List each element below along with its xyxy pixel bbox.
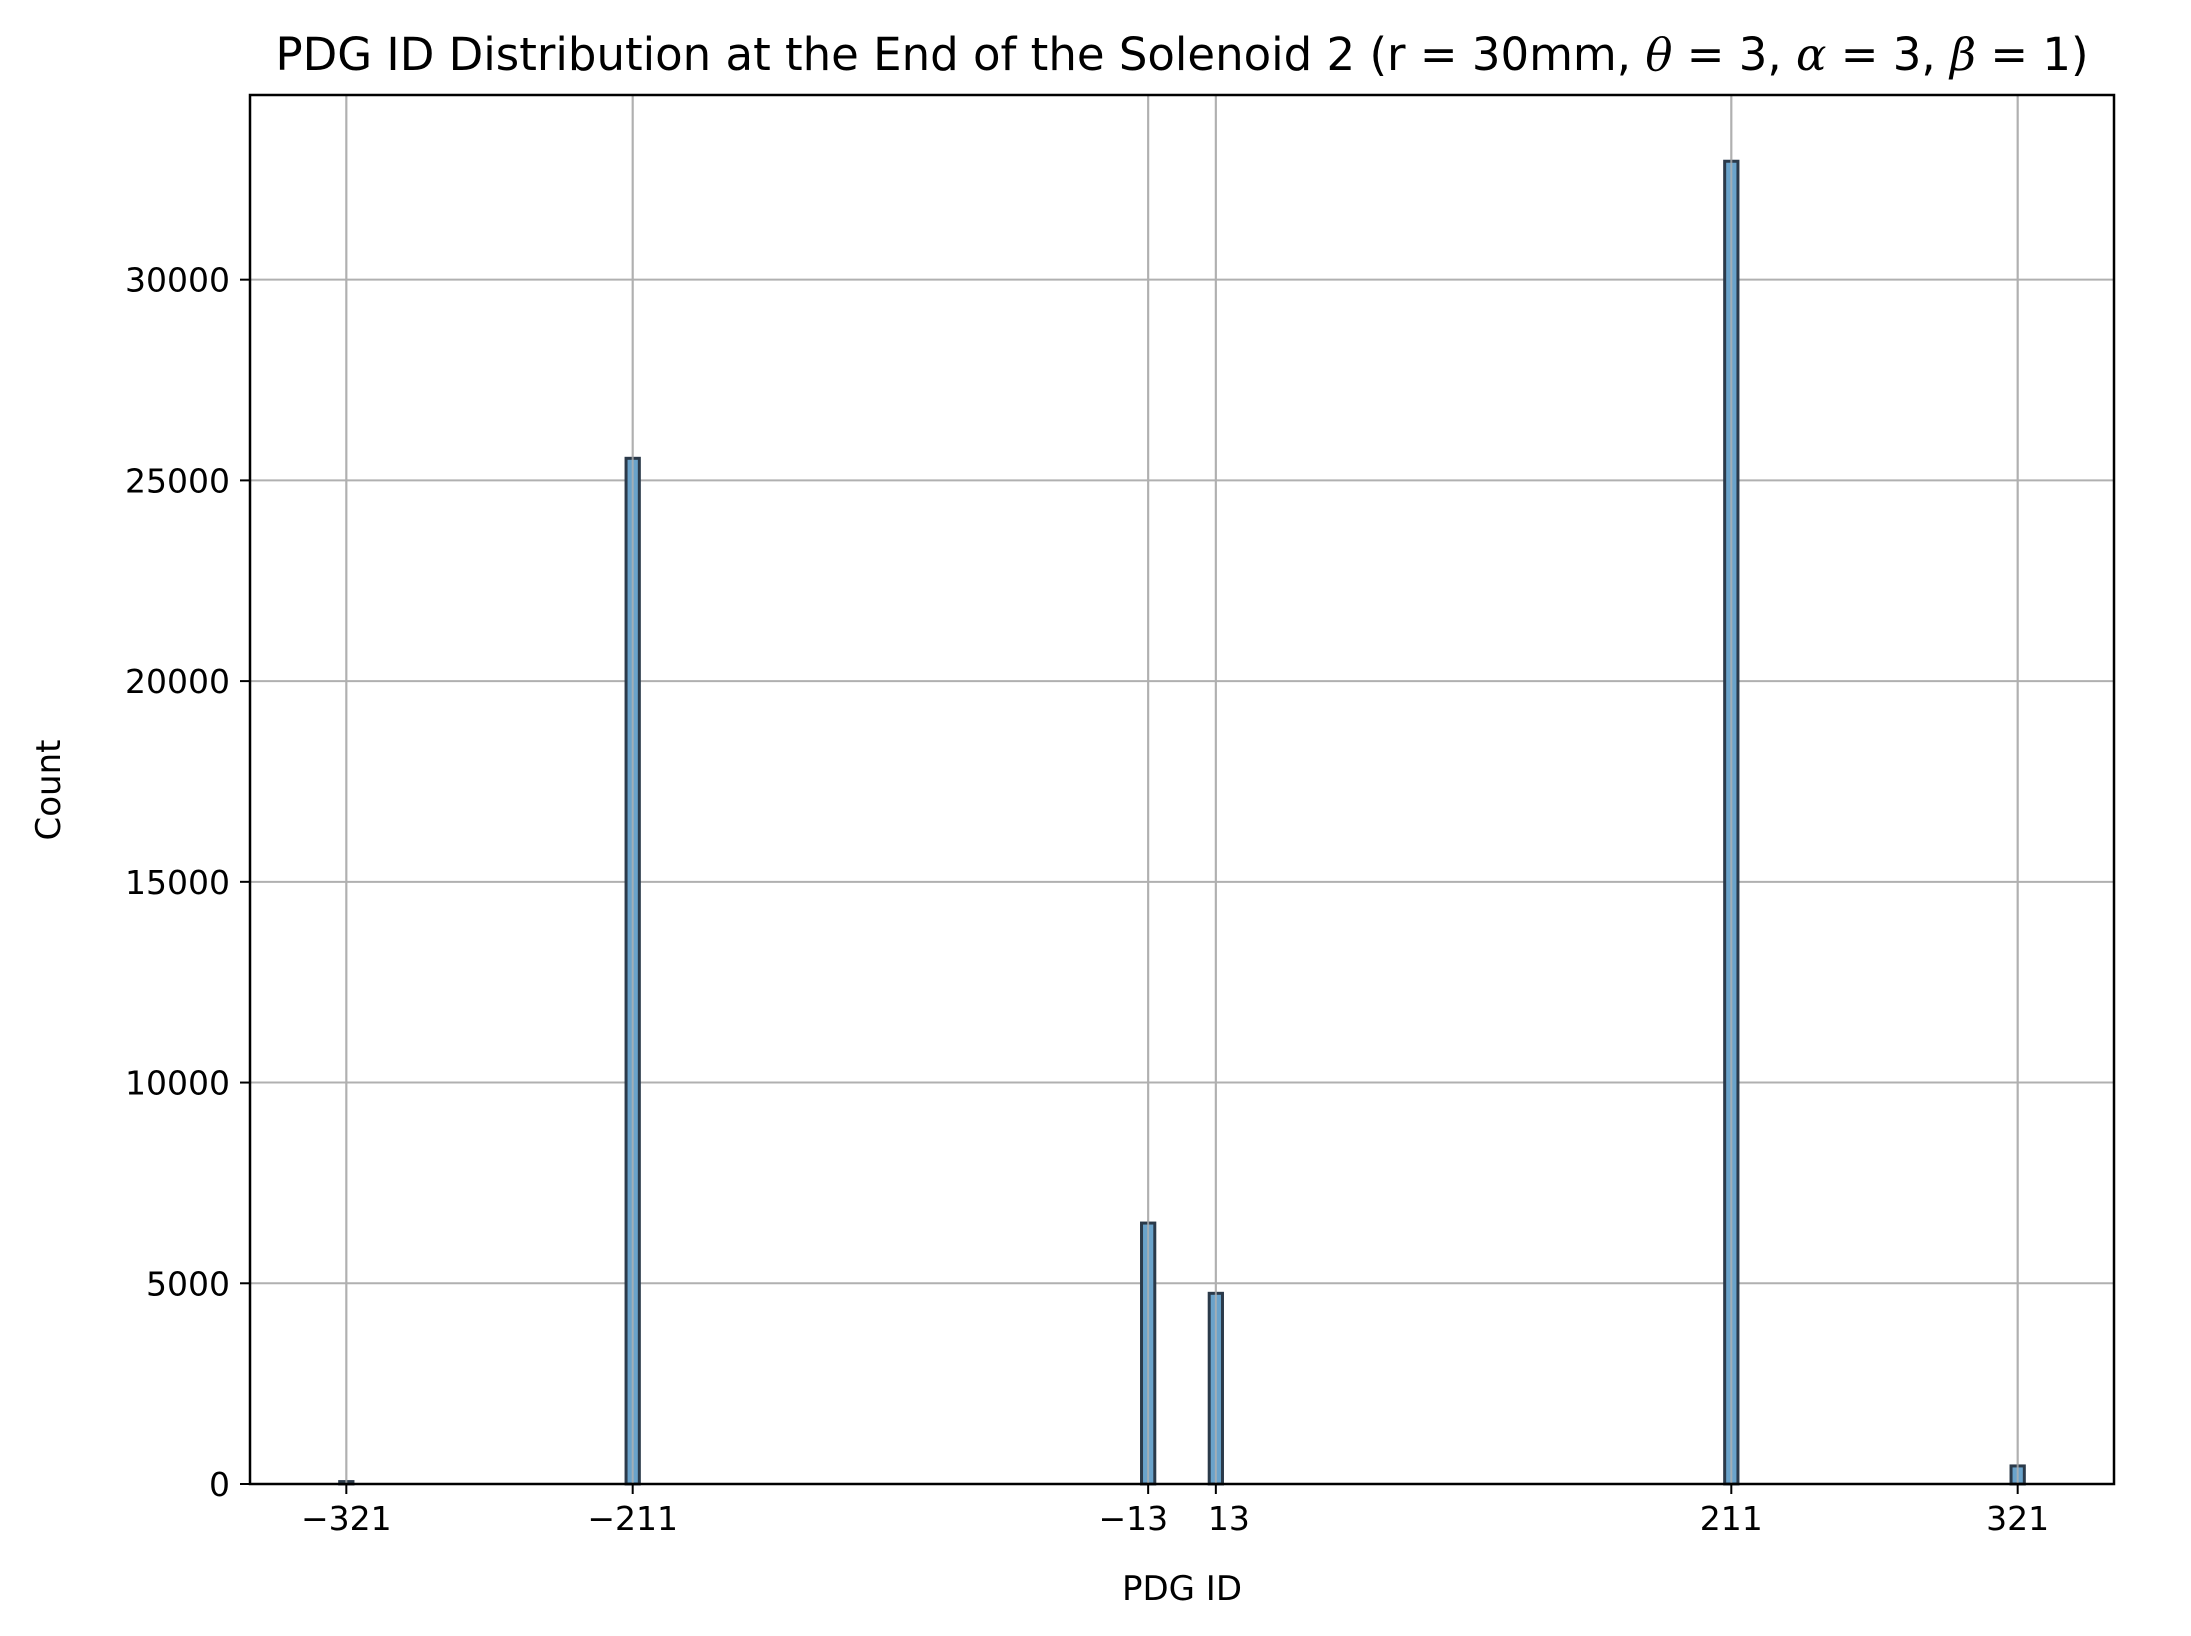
y-tick-label-0: 0 [209, 1465, 230, 1504]
chart-title: PDG ID Distribution at the End of the So… [275, 28, 2088, 81]
plot-frame [248, 93, 2116, 1486]
x-tick-label-4: 211 [1700, 1499, 1763, 1538]
bar-layer [338, 95, 2026, 1486]
y-tick-label-3: 15000 [125, 863, 230, 902]
y-tick-label-2: 10000 [125, 1064, 230, 1103]
y-tick-label-1: 5000 [146, 1264, 230, 1303]
tick-layer: 0 5000 10000 15000 20000 25000 30000 −321 −211 −1… [125, 261, 2049, 1538]
x-tick-label-1: −211 [587, 1499, 678, 1538]
x-tick-label-3: 13 [1208, 1499, 1250, 1538]
x-axis-label: PDG ID [1122, 1569, 1242, 1609]
x-tick-label-2: −13 [1099, 1499, 1169, 1538]
x-tick-label-5: 321 [1986, 1499, 2049, 1538]
x-tick-label-0: −321 [301, 1499, 392, 1538]
y-tick-label-5: 25000 [125, 461, 230, 500]
y-tick-label-6: 30000 [125, 261, 230, 300]
y-tick-label-4: 20000 [125, 662, 230, 701]
y-axis-label: Count [29, 740, 69, 841]
grid-layer [250, 95, 2114, 1485]
